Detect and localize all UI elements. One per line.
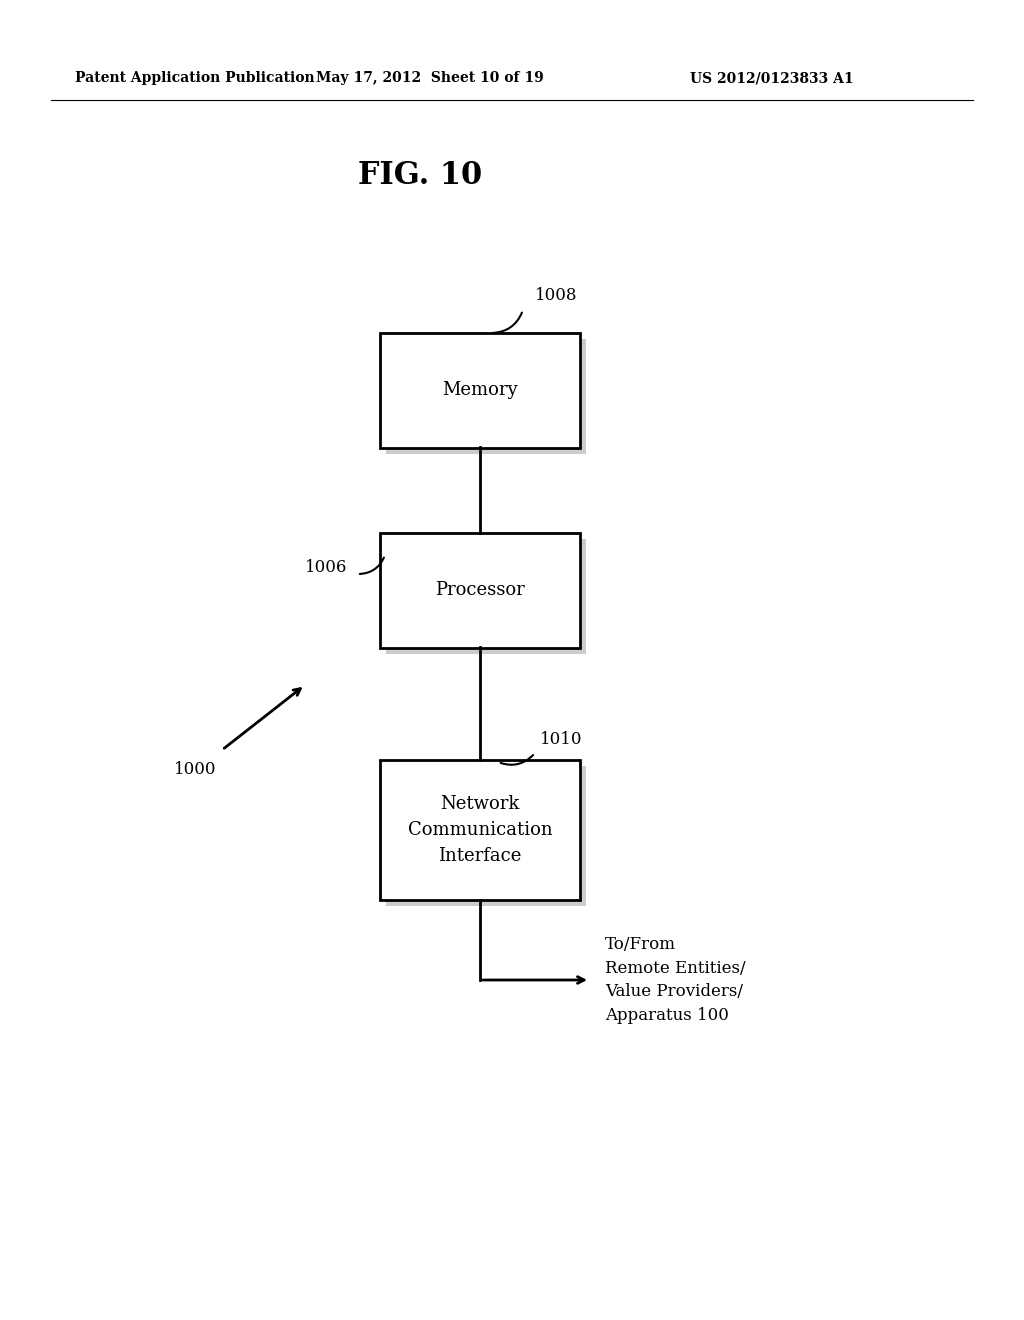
FancyBboxPatch shape bbox=[380, 333, 580, 447]
Text: 1008: 1008 bbox=[535, 286, 578, 304]
Text: 1010: 1010 bbox=[540, 731, 583, 748]
FancyBboxPatch shape bbox=[380, 760, 580, 900]
Text: FIG. 10: FIG. 10 bbox=[358, 160, 482, 190]
FancyBboxPatch shape bbox=[386, 338, 586, 454]
Text: 1000: 1000 bbox=[174, 762, 216, 779]
Text: Patent Application Publication: Patent Application Publication bbox=[75, 71, 314, 84]
Text: Network
Communication
Interface: Network Communication Interface bbox=[408, 795, 552, 866]
Text: 1006: 1006 bbox=[305, 560, 347, 577]
Text: Memory: Memory bbox=[442, 381, 518, 399]
FancyBboxPatch shape bbox=[386, 539, 586, 653]
Text: To/From
Remote Entities/
Value Providers/
Apparatus 100: To/From Remote Entities/ Value Providers… bbox=[605, 936, 745, 1024]
FancyBboxPatch shape bbox=[386, 766, 586, 906]
Text: US 2012/0123833 A1: US 2012/0123833 A1 bbox=[690, 71, 854, 84]
Text: May 17, 2012  Sheet 10 of 19: May 17, 2012 Sheet 10 of 19 bbox=[316, 71, 544, 84]
FancyBboxPatch shape bbox=[380, 532, 580, 648]
Text: Processor: Processor bbox=[435, 581, 525, 599]
